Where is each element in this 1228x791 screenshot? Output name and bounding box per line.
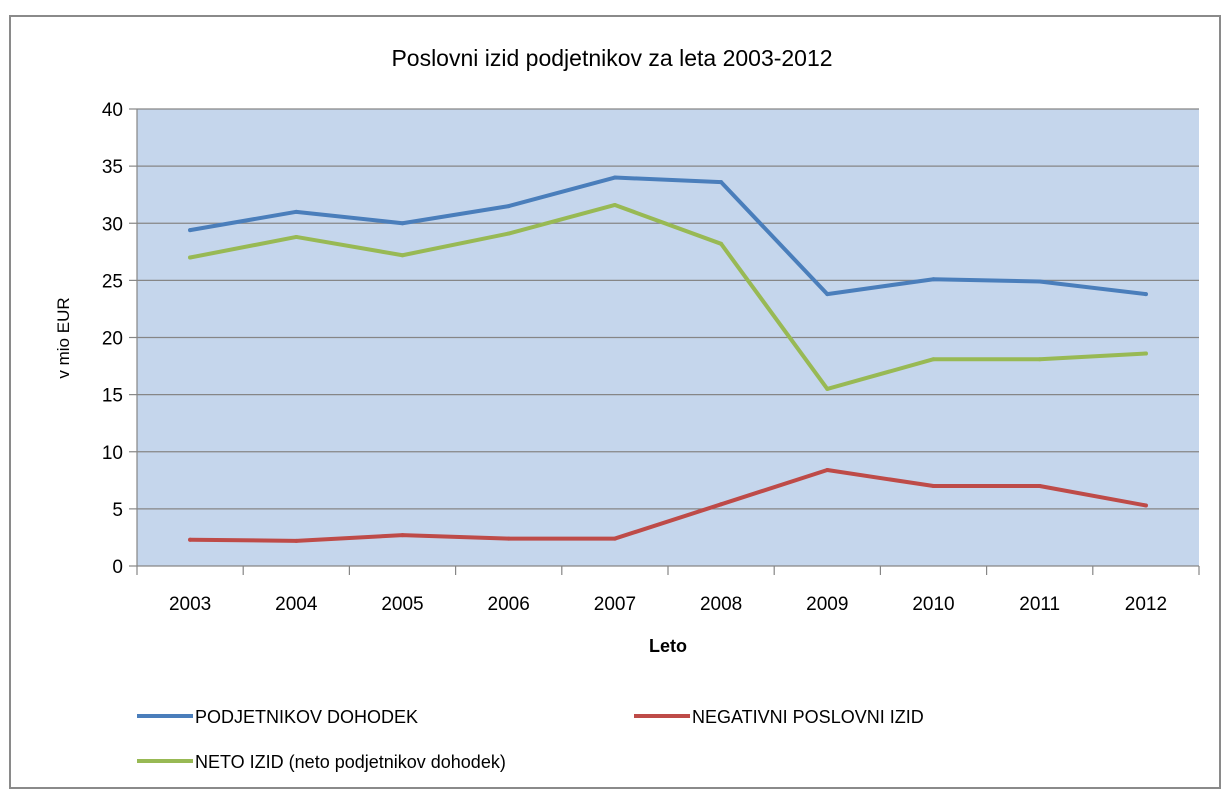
legend-item: NETO IZID (neto podjetnikov dohodek) <box>137 752 506 772</box>
legend-label: NEGATIVNI POSLOVNI IZID <box>692 707 924 727</box>
x-tick-label: 2006 <box>488 594 530 615</box>
series-line-2 <box>188 202 1148 391</box>
data-point <box>1037 484 1042 489</box>
y-tick-label: 10 <box>102 443 123 464</box>
data-point <box>1143 351 1148 356</box>
y-tick-label: 0 <box>112 557 123 578</box>
data-point <box>294 538 299 543</box>
data-point <box>506 204 511 209</box>
data-point <box>719 180 724 185</box>
series-line-1 <box>188 468 1148 543</box>
x-tick-label: 2010 <box>912 594 954 615</box>
data-point <box>400 221 405 226</box>
data-point <box>612 202 617 207</box>
data-point <box>506 231 511 236</box>
legend: PODJETNIKOV DOHODEK NEGATIVNI POSLOVNI IZ… <box>137 707 924 772</box>
y-tick-label: 20 <box>102 329 123 350</box>
data-point <box>719 241 724 246</box>
data-point <box>825 468 830 473</box>
series-line-0 <box>188 175 1148 297</box>
y-tick-label: 5 <box>112 500 123 521</box>
legend-item: NEGATIVNI POSLOVNI IZID <box>634 707 924 727</box>
y-tick-label: 25 <box>102 271 123 292</box>
data-point <box>1143 503 1148 508</box>
data-point <box>1143 292 1148 297</box>
data-point <box>400 253 405 258</box>
y-axis-title: v mio EUR <box>54 297 73 378</box>
data-point <box>506 536 511 541</box>
data-point <box>188 228 193 233</box>
data-point <box>825 386 830 391</box>
y-tick-label: 35 <box>102 157 123 178</box>
x-tick-label: 2003 <box>169 594 211 615</box>
y-tick-label: 40 <box>102 100 123 121</box>
y-tick-label: 30 <box>102 214 123 235</box>
chart-title: Poslovni izid podjetnikov za leta 2003-2… <box>391 45 832 71</box>
data-point <box>294 209 299 214</box>
data-point <box>612 536 617 541</box>
series-layer <box>188 175 1148 543</box>
data-point <box>188 255 193 260</box>
data-point <box>400 533 405 538</box>
axis-layer <box>129 108 1200 575</box>
x-axis-title: Leto <box>649 636 687 656</box>
x-tick-label: 2004 <box>275 594 318 615</box>
x-tick-label: 2007 <box>594 594 636 615</box>
x-tick-label: 2009 <box>806 594 848 615</box>
x-tick-label: 2005 <box>381 594 423 615</box>
legend-label: PODJETNIKOV DOHODEK <box>195 707 418 727</box>
legend-item: PODJETNIKOV DOHODEK <box>137 707 418 727</box>
data-point <box>612 175 617 180</box>
label-layer: 0 5 10 15 20 25 30 35 40 2003 2004 2005 2006 2007 2008… <box>102 100 1167 615</box>
data-point <box>825 292 830 297</box>
data-point <box>188 537 193 542</box>
x-tick-label: 2011 <box>1019 594 1060 615</box>
data-point <box>1037 357 1042 362</box>
data-point <box>931 484 936 489</box>
x-tick-label: 2008 <box>700 594 742 615</box>
data-point <box>1037 279 1042 284</box>
data-point <box>294 234 299 239</box>
x-tick-label: 2012 <box>1125 594 1167 615</box>
data-point <box>719 502 724 507</box>
legend-label: NETO IZID (neto podjetnikov dohodek) <box>195 752 506 772</box>
data-point <box>931 357 936 362</box>
y-tick-label: 15 <box>102 386 123 407</box>
data-point <box>931 277 936 282</box>
